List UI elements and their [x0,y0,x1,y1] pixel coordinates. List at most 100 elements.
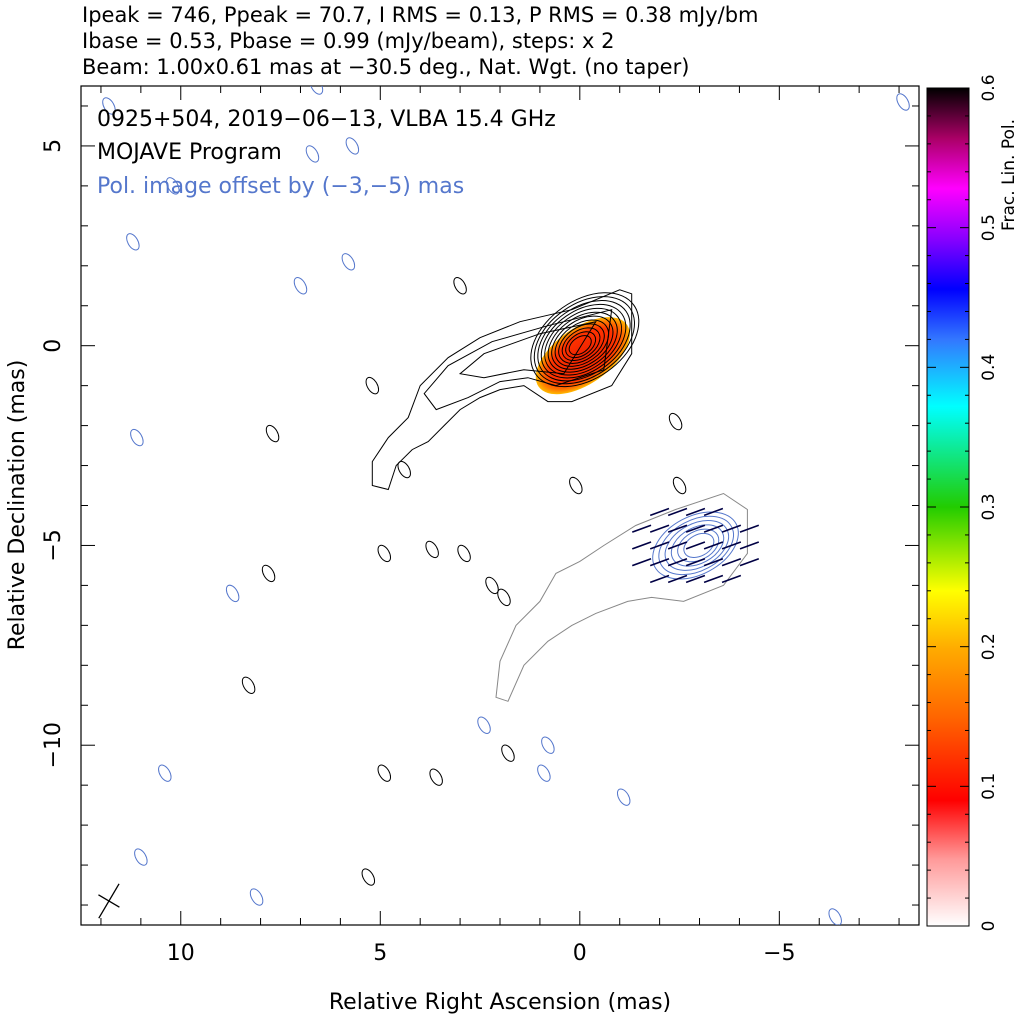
evpa-tick [649,541,670,550]
header-line-1: Ipeak = 746, Ppeak = 70.7, I RMS = 0.13,… [82,3,759,27]
evpa-tick [685,507,706,517]
noise-contour [896,93,910,111]
colorbar-tick-label: 0.3 [979,493,999,520]
noise-contour [501,744,515,762]
y-tick-label: 0 [41,339,66,353]
evpa-tick [739,558,760,567]
stokes-i-contour [533,296,635,385]
evpa-tick [703,507,724,517]
plot-frame [80,85,920,926]
evpa-tick [721,524,742,533]
evpa-tick [685,574,706,584]
noise-contour [497,588,511,607]
stokes-i-jet-contour-inner [423,309,613,411]
noise-contour [485,576,499,595]
noise-contour [265,424,280,443]
evpa-tick [703,524,724,533]
y-tick-label: −10 [41,722,66,768]
noise-contour [293,277,308,295]
noise-contour [397,460,411,479]
header-line-3: Beam: 1.00x0.61 mas at −30.5 deg., Nat. … [82,55,689,79]
y-tick-label: 5 [41,139,66,153]
noise-contour [345,137,360,155]
colorbar-tick-label: 0.5 [979,214,999,241]
evpa-tick [685,524,706,533]
stokes-i-contour [544,307,623,376]
evpa-tick [685,541,706,550]
evpa-tick [649,574,670,584]
stokes-i-contour [540,303,627,379]
polarization-jet-contour [495,492,748,702]
evpa-tick [667,524,688,533]
evpa-tick [685,558,706,567]
program-annotation: MOJAVE Program [97,140,282,165]
noise-contour [225,584,240,603]
noise-contour [429,768,443,786]
x-tick-label: −5 [763,941,795,966]
evpa-tick [721,574,742,584]
beam-symbol [98,883,120,919]
noise-contour [377,764,392,782]
noise-contour [672,476,687,495]
noise-contour [249,888,264,906]
colorbar-tick-label: 0.1 [979,773,999,800]
evpa-tick [721,541,742,550]
y-tick-label: −5 [41,529,66,561]
noise-contour [361,868,376,886]
stokes-i-contour [537,300,631,382]
evpa-tick [631,524,652,533]
x-tick-label: 5 [373,941,387,966]
evpa-tick [703,541,724,550]
noise-contour [477,716,491,734]
stokes-i-contour [568,335,592,356]
beam-minor-axis [98,894,120,908]
noise-contour [365,376,380,395]
stokes-i-contour [565,331,597,359]
polarization-contour [658,515,734,576]
evpa-tick [649,524,670,533]
noise-contour [158,764,172,782]
source-annotation: 0925+504, 2019−06−13, VLBA 15.4 GHz [97,107,556,132]
noise-contour [134,848,148,866]
y-axis-title: Relative Declination (mas) [5,360,30,651]
evpa-tick [649,558,670,567]
evpa-tick [739,524,760,533]
evpa-tick [649,507,670,517]
evpa-tick [703,558,724,567]
noise-contour [309,86,324,95]
evpa-tick [667,574,688,584]
noise-contour [102,97,116,115]
noise-contour [828,908,842,925]
noise-contour [241,676,256,694]
noise-contour [377,544,392,563]
stokes-i-contour [558,323,605,364]
x-axis-title: Relative Right Ascension (mas) [329,990,671,1015]
x-tick-label: 10 [167,941,195,966]
colorbar-title: Frac. Lin. Pol. [999,119,1019,231]
header-line-2: Ibase = 0.53, Pbase = 0.99 (mJy/beam), s… [82,29,614,53]
noise-contour [130,428,144,447]
noise-contour [261,564,276,583]
noise-contour [341,253,356,271]
stokes-i-jet-contour [371,289,633,491]
evpa-tick [703,574,724,584]
polarization-contour [677,528,720,563]
polarization-contour [683,532,715,558]
x-tick-label: 0 [573,941,587,966]
evpa-tick [667,541,688,550]
stokes-i-jet-contour-inner-2 [458,320,597,379]
evpa-tick [631,558,652,567]
noise-contour [668,412,683,431]
noise-contour [616,788,631,806]
colorbar-tick-label: 0.6 [979,74,999,101]
noise-contour [453,277,467,295]
evpa-tick [667,558,688,567]
noise-contour [569,476,583,495]
evpa-tick [721,558,742,567]
polarization-contour [652,511,739,580]
colorbar-tick-label: 0.2 [979,633,999,660]
noise-contour [166,177,180,195]
noise-contour [457,544,471,563]
noise-contour [425,540,439,559]
offset-annotation: Pol. image offset by (−3,−5) mas [97,174,464,199]
